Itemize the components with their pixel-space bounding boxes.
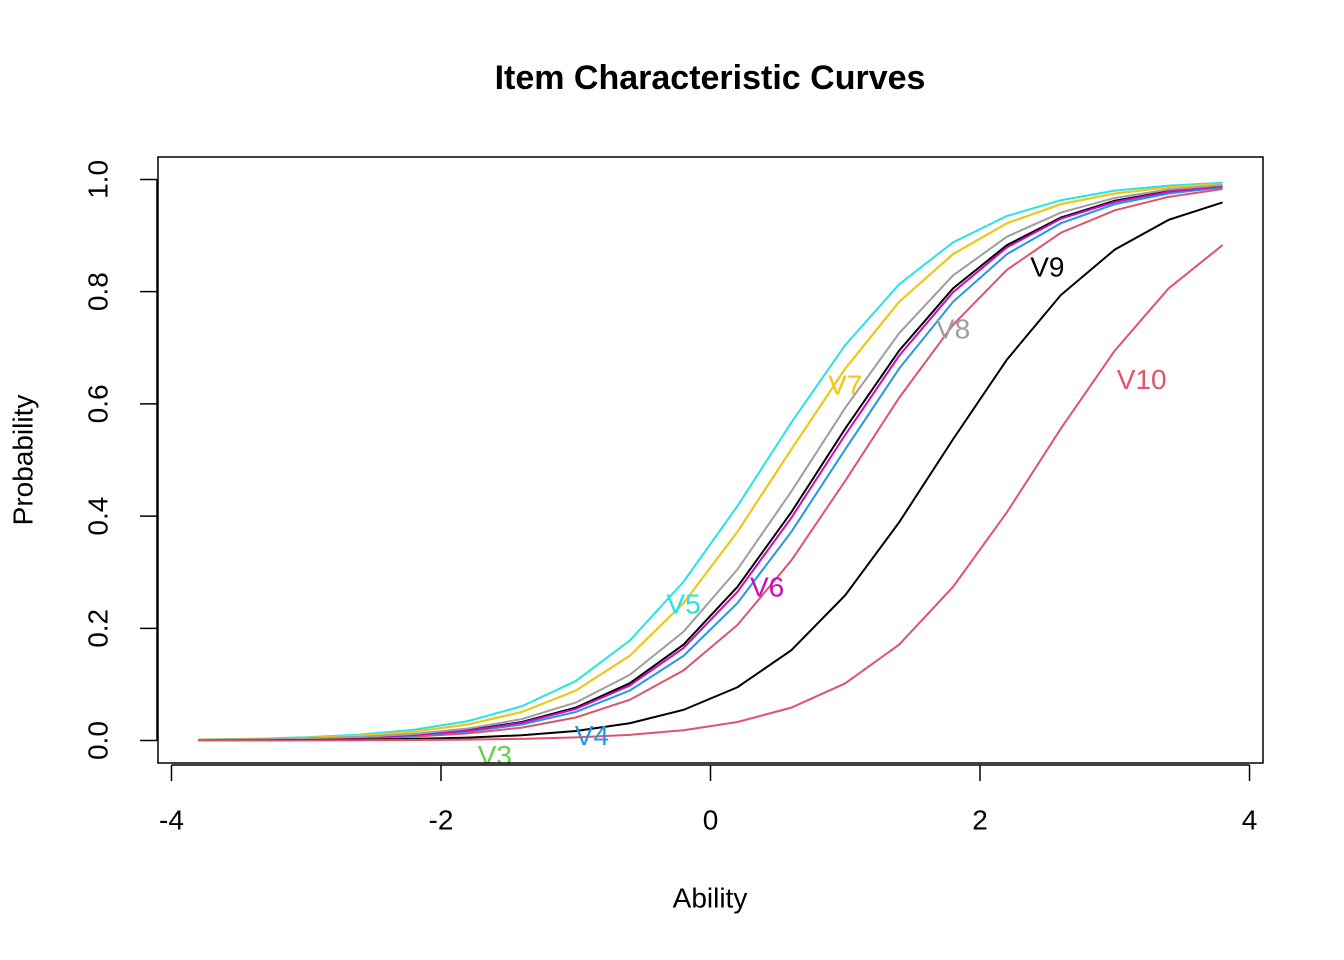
x-tick-label: -4 [159, 804, 184, 835]
curve [198, 181, 1223, 741]
x-tick-label: 4 [1242, 804, 1258, 835]
plot-area: V1V2V3V4V5V6V7V8V9V10 [198, 181, 1224, 788]
y-tick-label: 0.2 [82, 609, 113, 648]
x-tick-label: -2 [429, 804, 454, 835]
curve [198, 182, 1223, 741]
curve-label: V4 [575, 720, 609, 751]
curve-label: V6 [750, 571, 784, 602]
y-axis-title: Probability [7, 395, 38, 526]
y-tick-label: 0.4 [82, 497, 113, 536]
x-axis-title: Ability [673, 882, 748, 913]
curve-label: V2 [397, 757, 431, 788]
y-tick-label: 0.6 [82, 384, 113, 423]
curve [198, 184, 1223, 741]
y-tick-label: 0.8 [82, 272, 113, 311]
curve [198, 244, 1224, 742]
curve-label: V9 [1030, 252, 1064, 283]
chart-title: Item Characteristic Curves [495, 59, 926, 97]
x-tick-label: 0 [703, 804, 719, 835]
curve-label: V3 [478, 740, 512, 771]
curve-label: V7 [828, 369, 862, 400]
curve-label: V8 [936, 313, 970, 344]
y-tick-label: 0.0 [82, 721, 113, 760]
curve-label: V5 [666, 588, 700, 619]
x-tick-label: 2 [972, 804, 988, 835]
y-tick-label: 1.0 [82, 160, 113, 199]
plot-frame [157, 156, 1264, 764]
curve-label: V10 [1117, 364, 1167, 395]
